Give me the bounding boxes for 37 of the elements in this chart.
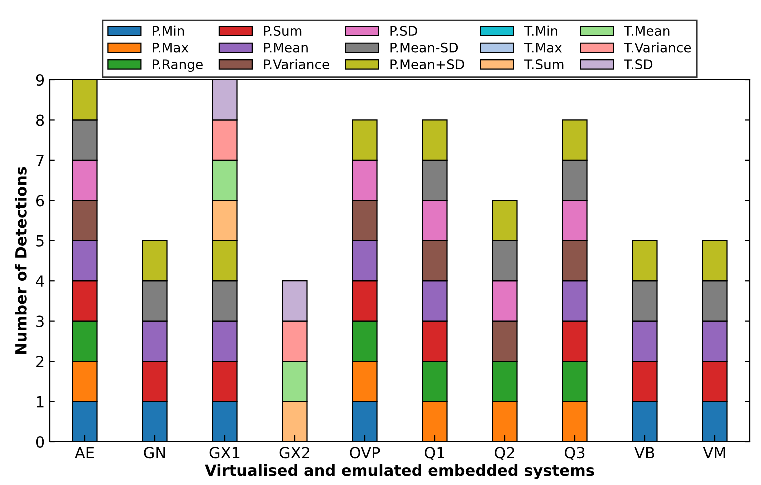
legend-label: P.SD (390, 26, 418, 36)
y-tick-label: 7 (36, 155, 44, 166)
legend-label: T.SD (624, 60, 653, 70)
legend-label: P.Mean+SD (390, 60, 464, 70)
legend-label: T.Min (524, 26, 558, 36)
y-tick-label: 6 (36, 195, 44, 207)
x-tick-label: Q2 (494, 447, 514, 460)
x-tick-label: GX1 (210, 447, 240, 459)
x-tick-label: VB (634, 447, 654, 458)
y-tick-label: 9 (36, 74, 44, 86)
y-tick-label: 2 (36, 356, 44, 368)
x-axis-title: Virtualised and emulated embedded systems (205, 464, 594, 480)
legend-label: T.Sum (524, 60, 564, 70)
x-tick-label: OVP (350, 447, 380, 459)
x-tick-label: GX2 (280, 447, 310, 459)
legend-label: T.Max (524, 42, 562, 53)
x-tick-label: Q3 (564, 447, 585, 460)
x-tick-label: Q1 (424, 447, 444, 460)
legend-label: P.Range (153, 60, 203, 72)
x-tick-label: VM (703, 447, 726, 458)
legend-label: P.Mean-SD (390, 42, 458, 53)
x-tick-label: AE (75, 447, 94, 458)
legend-label: P.Max (153, 42, 189, 53)
x-tick-label: GN (144, 447, 166, 459)
y-axis-title: Number of Detections (15, 167, 27, 354)
y-tick-label: 1 (37, 396, 44, 408)
legend-label: P.Mean (264, 42, 308, 53)
y-tick-label: 3 (36, 316, 44, 328)
y-tick-label: 5 (36, 236, 44, 247)
legend-label: T.Variance (624, 42, 692, 53)
legend-label: T.Mean (624, 26, 670, 36)
legend-label: P.Sum (264, 26, 302, 36)
legend-label: P.Min (153, 26, 184, 36)
legend-label: P.Variance (264, 59, 330, 70)
y-tick-label: 4 (36, 276, 44, 287)
y-tick-label: 0 (36, 436, 44, 448)
y-tick-label: 8 (36, 114, 44, 126)
